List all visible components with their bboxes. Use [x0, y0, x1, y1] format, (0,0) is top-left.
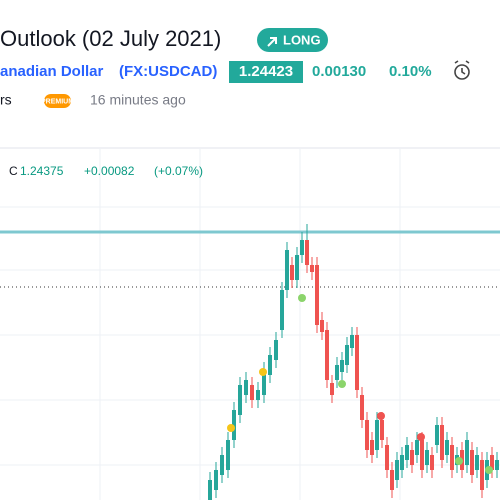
- candle-body: [310, 265, 314, 272]
- candle-body: [285, 250, 289, 290]
- candles: [208, 224, 499, 500]
- candle-body: [325, 330, 329, 380]
- price-change-percent: 0.10%: [389, 63, 432, 80]
- candle-body: [430, 455, 434, 470]
- price-change: 0.00130: [312, 63, 366, 80]
- signal-dot: [338, 380, 346, 388]
- candle-body: [320, 320, 324, 332]
- candle-body: [390, 470, 394, 490]
- symbol-code[interactable]: (FX:USDCAD): [119, 63, 217, 80]
- candle-body: [305, 240, 309, 265]
- alert-icon[interactable]: [454, 60, 470, 80]
- candle-body: [290, 265, 294, 280]
- candle-body: [268, 355, 272, 375]
- signals: [227, 294, 493, 474]
- grid: [0, 149, 500, 500]
- candle-body: [385, 445, 389, 470]
- candle-body: [300, 240, 304, 255]
- candle-body: [465, 440, 469, 465]
- candle-body: [232, 410, 236, 440]
- signal-dot: [455, 457, 463, 465]
- candle-body: [315, 265, 319, 325]
- candle-body: [280, 290, 284, 330]
- candle-body: [415, 440, 419, 455]
- premium-label: PREMIUM: [41, 98, 74, 105]
- price-bg: [229, 61, 303, 83]
- badge-label: LONG: [283, 32, 321, 47]
- candle-body: [475, 455, 479, 470]
- candle-body: [330, 383, 334, 395]
- premium-bg: [44, 94, 71, 108]
- candle-body: [350, 335, 354, 348]
- signal-dot: [485, 466, 493, 474]
- signal-dot: [227, 424, 235, 432]
- publish-time: 16 minutes ago: [90, 92, 186, 108]
- candle-body: [420, 440, 424, 470]
- signal-dot: [259, 368, 267, 376]
- candle-body: [345, 345, 349, 365]
- candle-body: [214, 470, 218, 490]
- symbol-name[interactable]: anadian Dollar: [0, 63, 104, 80]
- legend-change: +0.00082: [84, 164, 135, 178]
- idea-title: Outlook (02 July 2021): [0, 26, 221, 51]
- candle-body: [425, 450, 429, 465]
- candle-body: [250, 385, 254, 400]
- candle-body: [274, 340, 278, 360]
- candle-body: [450, 445, 454, 470]
- price: 1.24423: [239, 63, 293, 80]
- candle-body: [410, 450, 414, 465]
- candle-body: [435, 425, 439, 445]
- candle-body: [220, 455, 224, 475]
- candle-body: [440, 425, 444, 460]
- candle-body: [238, 385, 242, 415]
- author[interactable]: rs: [0, 92, 12, 108]
- candle-body: [480, 460, 484, 490]
- signal-dot: [298, 294, 306, 302]
- candle-body: [244, 380, 248, 395]
- badge-bg: [257, 28, 328, 52]
- candle-body: [490, 455, 494, 470]
- candle-body: [470, 450, 474, 475]
- candle-body: [256, 390, 260, 400]
- legend-close: 1.24375: [20, 164, 64, 178]
- candle-body: [400, 455, 404, 470]
- signal-dot: [417, 433, 425, 441]
- candle-body: [360, 395, 364, 420]
- long-badge[interactable]: LONG: [257, 28, 328, 52]
- signal-dot: [377, 412, 385, 420]
- candle-body: [405, 445, 409, 460]
- candle-body: [365, 420, 369, 450]
- legend-change-percent: (+0.07%): [154, 164, 203, 178]
- badge-arrow: [267, 37, 277, 47]
- candle-body: [395, 460, 399, 480]
- candle-body: [445, 440, 449, 455]
- candle-body: [335, 365, 339, 380]
- candle-body: [495, 460, 499, 470]
- candle-body: [226, 440, 230, 470]
- candle-body: [340, 360, 344, 372]
- candle-body: [370, 440, 374, 455]
- candle-body: [380, 420, 384, 440]
- candle-body: [355, 335, 359, 390]
- candle-body: [208, 480, 212, 500]
- candle-body: [262, 370, 266, 395]
- candle-body: [295, 255, 299, 280]
- legend-label: C: [9, 164, 18, 178]
- candle-body: [375, 420, 379, 450]
